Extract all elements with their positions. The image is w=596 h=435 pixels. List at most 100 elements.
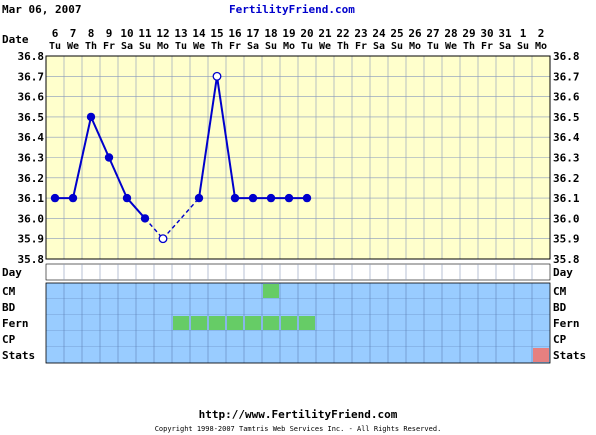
weekday-label: Tu [427,41,439,52]
row-label-right: CP [553,333,567,346]
date-number: 16 [228,27,242,40]
chart-date: Mar 06, 2007 [2,3,82,16]
weekday-label: We [445,41,457,52]
weekday-label: Sa [247,41,259,52]
weekday-label: Sa [373,41,385,52]
row-cell-highlight [245,316,261,330]
date-number: 25 [390,27,403,40]
temp-line-segment [90,116,110,158]
weekday-label: Fr [481,41,493,52]
date-number: 23 [354,27,367,40]
y-tick-label-left: 35.9 [18,233,45,246]
date-number: 22 [336,27,349,40]
y-tick-label-right: 36.6 [553,91,580,104]
y-tick-label-left: 36.2 [18,172,45,185]
date-number: 18 [264,27,277,40]
weekday-label: Tu [175,41,187,52]
date-number: 17 [246,27,259,40]
weekday-label: Sa [499,41,511,52]
date-number: 30 [480,27,493,40]
row-label-left: BD [2,301,16,314]
y-tick-label-right: 36.1 [553,192,580,205]
weekday-label: Th [463,41,475,52]
plot-border [45,55,551,260]
date-number: 8 [88,27,95,40]
row-cell-highlight [263,316,279,330]
temp-point [266,193,276,203]
y-tick-label-left: 36.0 [18,212,45,225]
site-title[interactable]: FertilityFriend.com [229,3,355,16]
weekday-label: Su [139,41,151,52]
date-number: 1 [520,27,527,40]
date-number: 11 [138,27,152,40]
row-cell-highlight [209,316,225,330]
weekday-label: Mo [535,41,547,52]
temp-point [230,193,240,203]
y-tick-label-right: 36.2 [553,172,580,185]
row-label-right: Stats [553,349,586,362]
row-cell-highlight [263,284,279,298]
date-number: 28 [444,27,457,40]
date-number: 21 [318,27,332,40]
date-number: 20 [300,27,313,40]
date-number: 15 [210,27,223,40]
row-cell-highlight [299,316,315,330]
weekday-label: Fr [229,41,241,52]
row-cell-highlight [533,348,549,362]
weekday-label: Fr [355,41,367,52]
rows-border [45,282,551,364]
row-label-right: CM [553,285,567,298]
y-tick-label-left: 36.6 [18,91,45,104]
weekday-label: Mo [409,41,421,52]
y-tick-label-left: 36.4 [18,131,45,144]
temp-line-segment-dashed [144,217,164,240]
row-label-left: Fern [2,317,29,330]
date-number: 2 [538,27,545,40]
y-tick-label-right: 36.8 [553,50,580,63]
temp-line-segment [126,197,146,220]
y-tick-label-left: 36.3 [18,152,45,165]
weekday-label: Mo [157,41,169,52]
date-number: 13 [174,27,187,40]
date-number: 7 [70,27,77,40]
y-tick-label-right: 36.7 [553,70,580,83]
date-number: 14 [192,27,206,40]
row-label-right: Fern [553,317,580,330]
weekday-label: We [193,41,205,52]
temp-line-segment-dashed [162,197,200,240]
weekday-label: Tu [49,41,61,52]
y-tick-label-right: 36.5 [553,111,580,124]
footer-copyright: Copyright 1998-2007 Tamtris Web Services… [154,425,442,433]
date-number: 31 [498,27,512,40]
date-number: 6 [52,27,59,40]
date-number: 27 [426,27,439,40]
temp-line-segment [108,157,128,199]
date-number: 10 [120,27,133,40]
weekday-label: Th [85,41,97,52]
temp-point [68,193,78,203]
date-number: 12 [156,27,169,40]
y-tick-label-left: 36.1 [18,192,45,205]
date-number: 9 [106,27,113,40]
temp-line-segment [72,116,92,199]
y-tick-label-right: 36.0 [553,212,580,225]
weekday-label: We [319,41,331,52]
weekday-label: Su [265,41,277,52]
date-label: Date [2,33,29,46]
y-tick-label-right: 36.4 [553,131,580,144]
y-tick-label-right: 35.9 [553,233,580,246]
weekday-label: Th [337,41,349,52]
temp-point-open [212,71,222,81]
weekday-label: Su [517,41,529,52]
temp-point [248,193,258,203]
temp-point [194,193,204,203]
y-tick-label-right: 36.3 [553,152,580,165]
temp-point [104,153,114,162]
row-cell-highlight [281,316,297,330]
y-tick-label-left: 36.5 [18,111,45,124]
weekday-label: We [67,41,79,52]
footer-url[interactable]: http://www.FertilityFriend.com [198,408,398,421]
date-number: 24 [372,27,386,40]
row-cell-highlight [191,316,207,330]
y-tick-label-right: 35.8 [553,253,580,266]
